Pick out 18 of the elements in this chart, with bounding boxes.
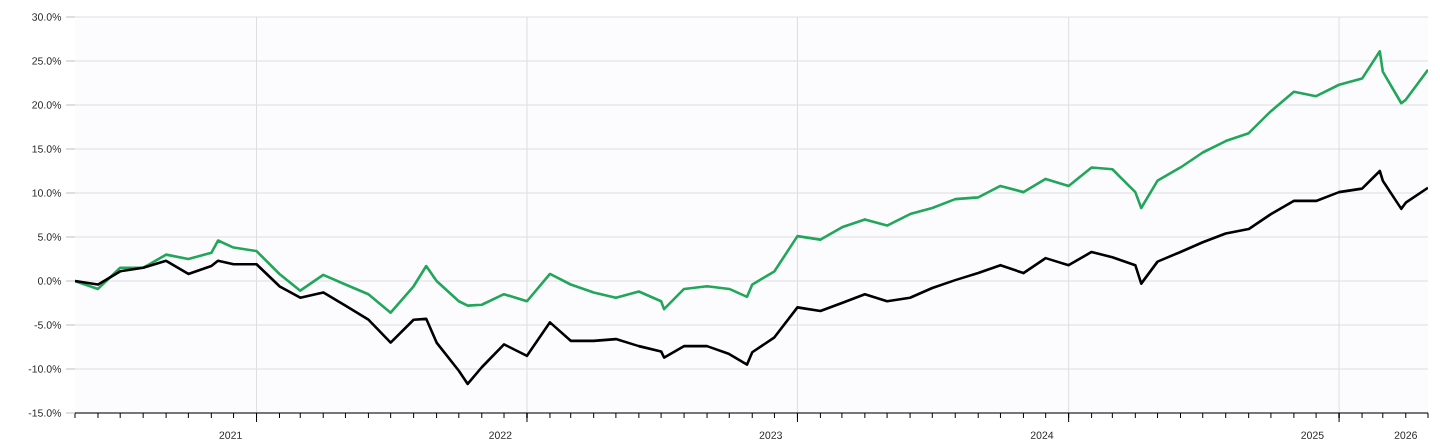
y-tick-label: 0.0%	[37, 277, 62, 285]
y-tick-label: -5.0%	[34, 321, 62, 329]
y-tick-label: 5.0%	[37, 233, 62, 241]
x-tick-label: 2022	[489, 431, 512, 439]
y-tick-label: 25.0%	[32, 57, 62, 65]
y-tick-label: 30.0%	[32, 13, 62, 21]
y-tick-label: -15.0%	[28, 409, 62, 417]
y-tick-label: -10.0%	[28, 365, 62, 373]
x-tick-label: 2026	[1394, 431, 1417, 439]
y-tick-label: 20.0%	[32, 101, 62, 109]
x-tick-label: 2021	[219, 431, 242, 439]
line-series	[75, 169, 1428, 386]
x-tick-label: 2024	[1030, 431, 1054, 439]
y-tick-label: 15.0%	[32, 145, 62, 153]
line-series	[75, 50, 1428, 314]
x-tick-label: 2023	[759, 431, 782, 439]
x-tick-label: 2025	[1301, 431, 1324, 439]
y-tick-label: 10.0%	[32, 189, 62, 197]
